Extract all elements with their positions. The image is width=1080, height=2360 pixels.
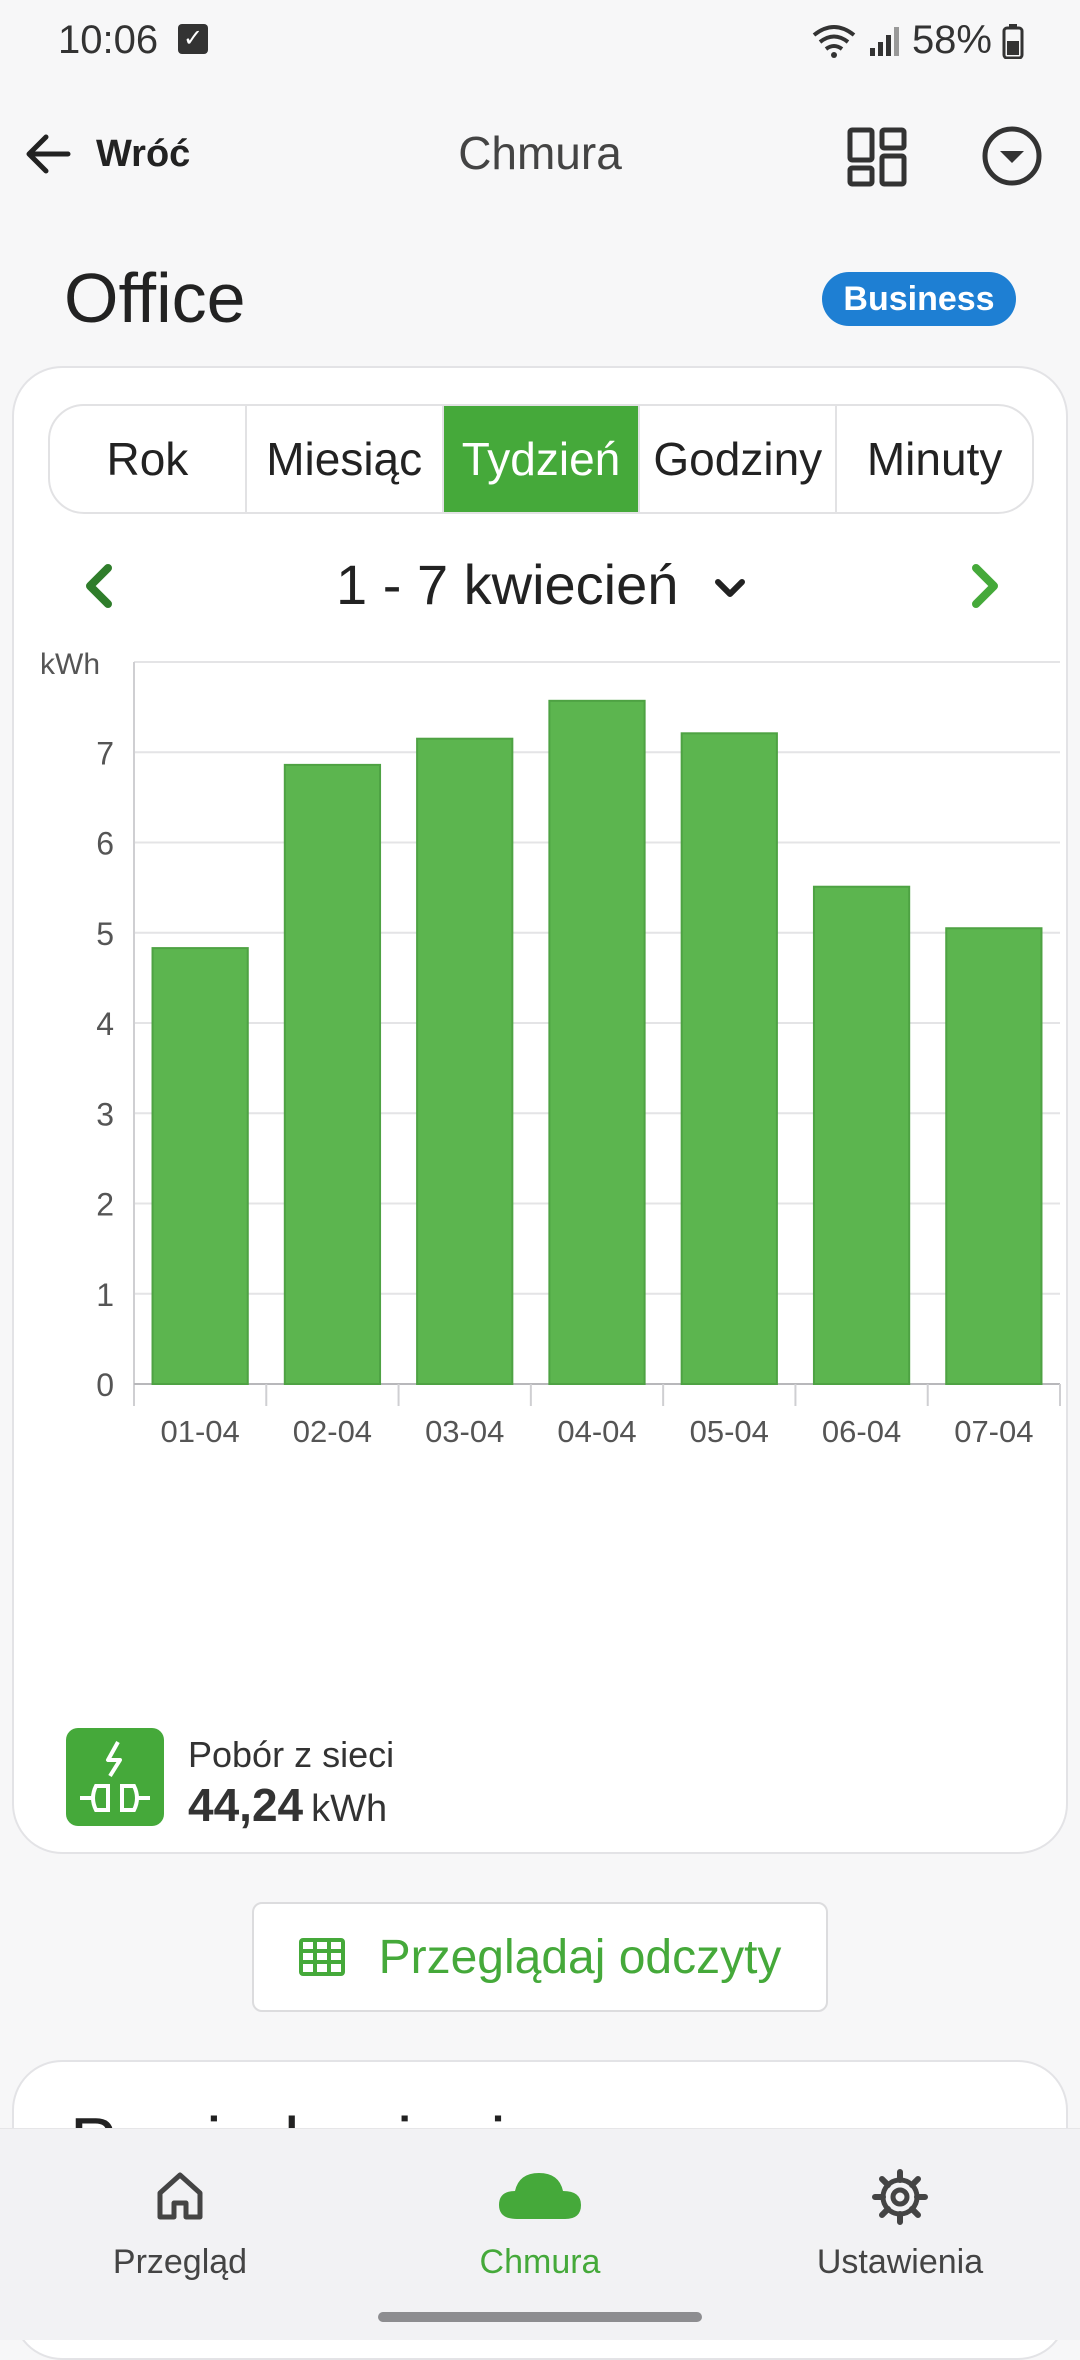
chevron-left-icon <box>86 564 112 608</box>
tab-miesiac[interactable]: Miesiąc <box>247 406 444 512</box>
y-tick-label: 1 <box>96 1277 114 1313</box>
grid-consumption-summary: Pobór z sieci 44,24 kWh <box>66 1728 966 1831</box>
summary-value: 44,24 <box>188 1779 304 1831</box>
status-time: 10:06 <box>58 18 159 62</box>
bar-01-04 <box>151 947 249 1385</box>
y-tick-label: 7 <box>96 735 114 771</box>
browse-readings-button[interactable]: Przeglądaj odczyty <box>252 1902 828 2012</box>
x-tick-label: 07-04 <box>954 1414 1033 1449</box>
dropdown-menu-button[interactable] <box>980 124 1044 188</box>
battery-icon <box>1002 23 1024 59</box>
back-button[interactable]: Wróć <box>22 124 190 184</box>
y-tick-label: 3 <box>96 1096 114 1132</box>
previous-period-button[interactable] <box>70 556 130 616</box>
status-icons: 58% <box>810 18 1024 63</box>
tab-godziny[interactable]: Godziny <box>640 406 838 512</box>
tab-tydzien[interactable]: Tydzień <box>443 406 641 512</box>
bar-02-04 <box>283 763 382 1385</box>
bar-04-04 <box>548 699 646 1386</box>
summary-unit: kWh <box>311 1788 388 1830</box>
dashboard-icon <box>847 127 907 187</box>
y-tick-label: 2 <box>96 1187 114 1223</box>
bar-03-04 <box>416 737 514 1385</box>
y-tick-label: 4 <box>96 1006 114 1042</box>
next-period-button[interactable] <box>954 556 1014 616</box>
chevron-right-icon <box>972 564 998 608</box>
browse-readings-label: Przeglądaj odczyty <box>378 1930 782 1984</box>
chevron-down-circle-icon <box>982 126 1042 186</box>
x-tick-label: 03-04 <box>425 1414 504 1449</box>
back-label: Wróć <box>96 132 191 175</box>
y-tick-label: 5 <box>96 916 114 952</box>
bottom-navigation: Przegląd Chmura Ustawienia <box>0 2128 1080 2340</box>
y-tick-label: 6 <box>96 826 114 862</box>
tab-rok[interactable]: Rok <box>50 406 247 512</box>
x-tick-label: 02-04 <box>293 1414 372 1449</box>
cloud-icon <box>499 2173 581 2219</box>
bar-05-04 <box>680 732 778 1386</box>
period-tabs: Rok Miesiąc Tydzień Godziny Minuty <box>48 404 1034 514</box>
app-title: Chmura <box>458 127 622 179</box>
page-title: Office <box>64 259 246 337</box>
dashboard-layout-button[interactable] <box>846 126 908 188</box>
chart-card: Rok Miesiąc Tydzień Godziny Minuty 1 - 7… <box>12 366 1068 1854</box>
home-icon <box>157 2172 203 2220</box>
battery-percent: 58% <box>911 18 992 62</box>
x-tick-label: 06-04 <box>822 1414 901 1449</box>
gear-icon <box>872 2169 928 2225</box>
bar-07-04 <box>945 927 1043 1385</box>
y-axis-label: kWh <box>40 648 100 681</box>
period-selector: 1 - 7 kwiecień <box>14 538 1070 628</box>
consumption-bar-chart: 0 1 2 3 4 5 6 7 kWh 01-04 02-04 03-04 04-04 05-04 06-0… <box>40 648 1061 1449</box>
chevron-down-icon <box>714 579 745 598</box>
summary-label: Pobór z sieci <box>188 1734 395 1775</box>
nav-ustawienia[interactable]: Ustawienia <box>750 2159 1050 2299</box>
x-tick-label: 04-04 <box>557 1414 636 1449</box>
signal-icon <box>869 26 899 56</box>
wifi-icon <box>812 24 856 58</box>
period-dropdown[interactable]: 1 - 7 kwiecień <box>14 552 1070 617</box>
arrow-left-icon <box>26 134 71 174</box>
nav-chmura[interactable]: Chmura <box>390 2159 690 2299</box>
x-tick-label: 05-04 <box>690 1414 769 1449</box>
summary-value-line: 44,24 kWh <box>188 1778 387 1832</box>
nav-label-chmura: Chmura <box>479 2243 601 2281</box>
tab-minuty[interactable]: Minuty <box>866 433 1003 485</box>
grid-plug-icon <box>66 1728 164 1826</box>
nav-label-przeglad: Przegląd <box>112 2243 248 2281</box>
nav-label-ustawienia: Ustawienia <box>816 2243 984 2281</box>
app-bar: Wróć Chmura <box>0 100 1080 210</box>
x-tick-label: 01-04 <box>160 1414 239 1449</box>
home-indicator <box>378 2312 702 2322</box>
y-tick-label: 0 <box>96 1367 114 1403</box>
notification-check-icon: ✓ <box>178 24 208 54</box>
table-icon <box>298 1938 345 1976</box>
plan-badge: Business <box>822 272 1016 326</box>
nav-przeglad[interactable]: Przegląd <box>30 2159 330 2299</box>
status-bar: 10:06 ✓ 58% <box>0 0 1080 80</box>
period-label: 1 - 7 kwiecień <box>336 553 679 616</box>
bar-06-04 <box>812 885 911 1385</box>
